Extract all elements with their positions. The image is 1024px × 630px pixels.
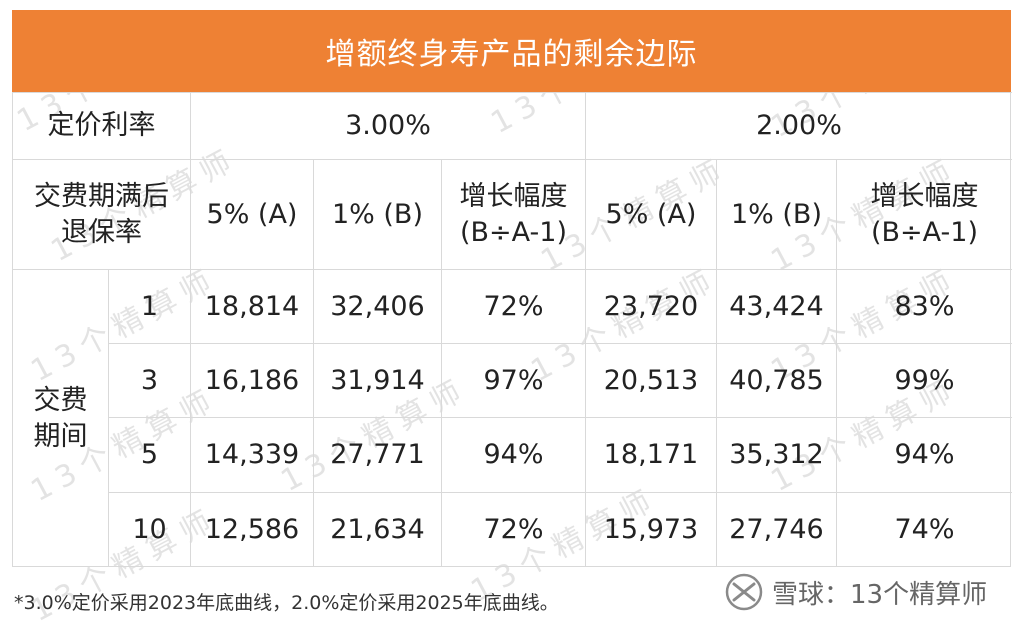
cell-value: 32,406 <box>330 290 425 322</box>
value-cell: 27,746 <box>716 492 836 567</box>
rate-3pct-text: 3.00% <box>345 110 431 141</box>
value-cell: 97% <box>441 343 585 417</box>
value-cell: 72% <box>441 269 585 343</box>
snowball-logo-icon <box>725 573 763 611</box>
value-cell: 18,171 <box>585 417 716 492</box>
value-cell: 14,339 <box>190 417 313 492</box>
value-cell: 32,406 <box>313 269 441 343</box>
cell-value: 15,973 <box>603 514 699 545</box>
cell-value: 40,785 <box>729 364 824 396</box>
value-cell: 16,186 <box>190 343 313 417</box>
period-value: 5 <box>140 439 159 470</box>
cell-value: 27,746 <box>729 514 824 545</box>
col-header-b-2pct: 1% (B) <box>716 159 836 269</box>
value-cell: 35,312 <box>716 417 836 492</box>
value-cell: 31,914 <box>313 343 441 417</box>
cell-value: 74% <box>894 514 955 545</box>
col-header-formula: (B÷A-1) <box>459 216 567 248</box>
cell-value: 12,586 <box>204 514 300 545</box>
col-header-b-3pct: 1% (B) <box>313 159 441 269</box>
table-title-bar: 增额终身寿产品的剩余边际 <box>12 10 1011 92</box>
cell-value: 94% <box>894 439 955 470</box>
rate-2pct-text: 2.00% <box>756 110 842 141</box>
cell-value: 14,339 <box>204 439 300 470</box>
value-cell: 72% <box>441 492 585 567</box>
cell-value: 72% <box>483 514 544 545</box>
cell-value: 99% <box>894 364 955 396</box>
col-header-growth-2pct: 增长幅度 (B÷A-1) <box>836 159 1012 269</box>
period-value: 10 <box>132 514 167 545</box>
value-cell: 23,720 <box>585 269 716 343</box>
margin-table: 定价利率 3.00% 2.00% 交费期满后 退保率 5% (A) 1% (B)… <box>12 92 1012 567</box>
value-cell: 94% <box>836 417 1012 492</box>
col-header-text: 5% (A) <box>206 198 298 230</box>
lapse-label-line2: 退保率 <box>61 216 142 248</box>
period-value: 3 <box>140 364 159 396</box>
payment-period-label: 交费 期间 <box>13 269 108 567</box>
col-header-text: 5% (A) <box>605 198 697 230</box>
col-header-text: 增长幅度 <box>870 180 979 212</box>
value-cell: 94% <box>441 417 585 492</box>
brand-watermark: 雪球：13个精算师 <box>724 572 987 612</box>
page: 13个精算师 13个精算师 13个精算师 13个精算师 13个精算师 13个精算… <box>11 10 1012 629</box>
cell-value: 97% <box>483 364 544 396</box>
lapse-rate-label: 交费期满后 退保率 <box>13 159 190 269</box>
value-cell: 27,771 <box>313 417 441 492</box>
cell-value: 31,914 <box>330 364 425 396</box>
cell-value: 72% <box>483 290 544 322</box>
value-cell: 12,586 <box>190 492 313 567</box>
value-cell: 83% <box>836 269 1012 343</box>
value-cell: 15,973 <box>585 492 716 567</box>
cell-value: 43,424 <box>729 290 824 322</box>
period-cell: 10 <box>108 492 190 567</box>
rate-header-3pct: 3.00% <box>190 92 585 159</box>
col-header-a-3pct: 5% (A) <box>190 159 313 269</box>
value-cell: 99% <box>836 343 1012 417</box>
value-cell: 43,424 <box>716 269 836 343</box>
period-cell: 3 <box>108 343 190 417</box>
footnote: *3.0%定价采用2023年底曲线，2.0%定价采用2025年底曲线。 <box>14 592 559 614</box>
period-label-line1: 交费 <box>33 384 88 416</box>
col-header-text: 1% (B) <box>331 198 423 230</box>
cell-value: 20,513 <box>603 364 699 396</box>
col-header-text: 增长幅度 <box>459 180 568 212</box>
table-title: 增额终身寿产品的剩余边际 <box>325 37 698 72</box>
rate-header-2pct: 2.00% <box>585 92 1012 159</box>
rate-label: 定价利率 <box>13 92 190 159</box>
col-header-a-2pct: 5% (A) <box>585 159 716 269</box>
cell-value: 21,634 <box>330 514 425 545</box>
cell-value: 94% <box>483 439 544 470</box>
period-value: 1 <box>140 290 159 322</box>
cell-value: 18,171 <box>603 439 699 470</box>
cell-value: 83% <box>894 290 955 322</box>
period-label-line2: 期间 <box>33 420 88 452</box>
value-cell: 20,513 <box>585 343 716 417</box>
value-cell: 18,814 <box>190 269 313 343</box>
value-cell: 40,785 <box>716 343 836 417</box>
cell-value: 35,312 <box>729 439 824 470</box>
cell-value: 23,720 <box>603 290 699 322</box>
lapse-label-line1: 交费期满后 <box>34 180 169 212</box>
col-header-growth-3pct: 增长幅度 (B÷A-1) <box>441 159 585 269</box>
cell-value: 18,814 <box>204 290 300 322</box>
brand-text: 雪球：13个精算师 <box>772 579 988 610</box>
cell-value: 16,186 <box>204 364 300 396</box>
value-cell: 74% <box>836 492 1012 567</box>
period-cell: 1 <box>108 269 190 343</box>
value-cell: 21,634 <box>313 492 441 567</box>
rate-label-text: 定价利率 <box>47 110 156 141</box>
cell-value: 27,771 <box>330 439 425 470</box>
period-cell: 5 <box>108 417 190 492</box>
col-header-formula: (B÷A-1) <box>870 216 978 248</box>
col-header-text: 1% (B) <box>730 198 822 230</box>
